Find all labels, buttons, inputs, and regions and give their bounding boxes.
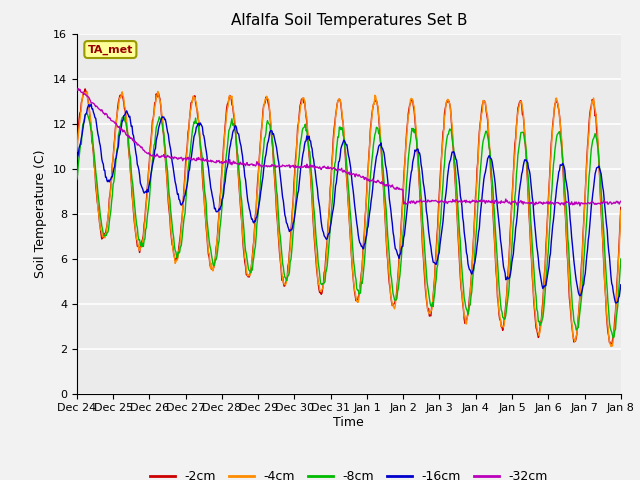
Y-axis label: Soil Temperature (C): Soil Temperature (C) xyxy=(35,149,47,278)
Legend: -2cm, -4cm, -8cm, -16cm, -32cm: -2cm, -4cm, -8cm, -16cm, -32cm xyxy=(145,465,553,480)
X-axis label: Time: Time xyxy=(333,416,364,429)
Text: TA_met: TA_met xyxy=(88,44,133,55)
Title: Alfalfa Soil Temperatures Set B: Alfalfa Soil Temperatures Set B xyxy=(230,13,467,28)
